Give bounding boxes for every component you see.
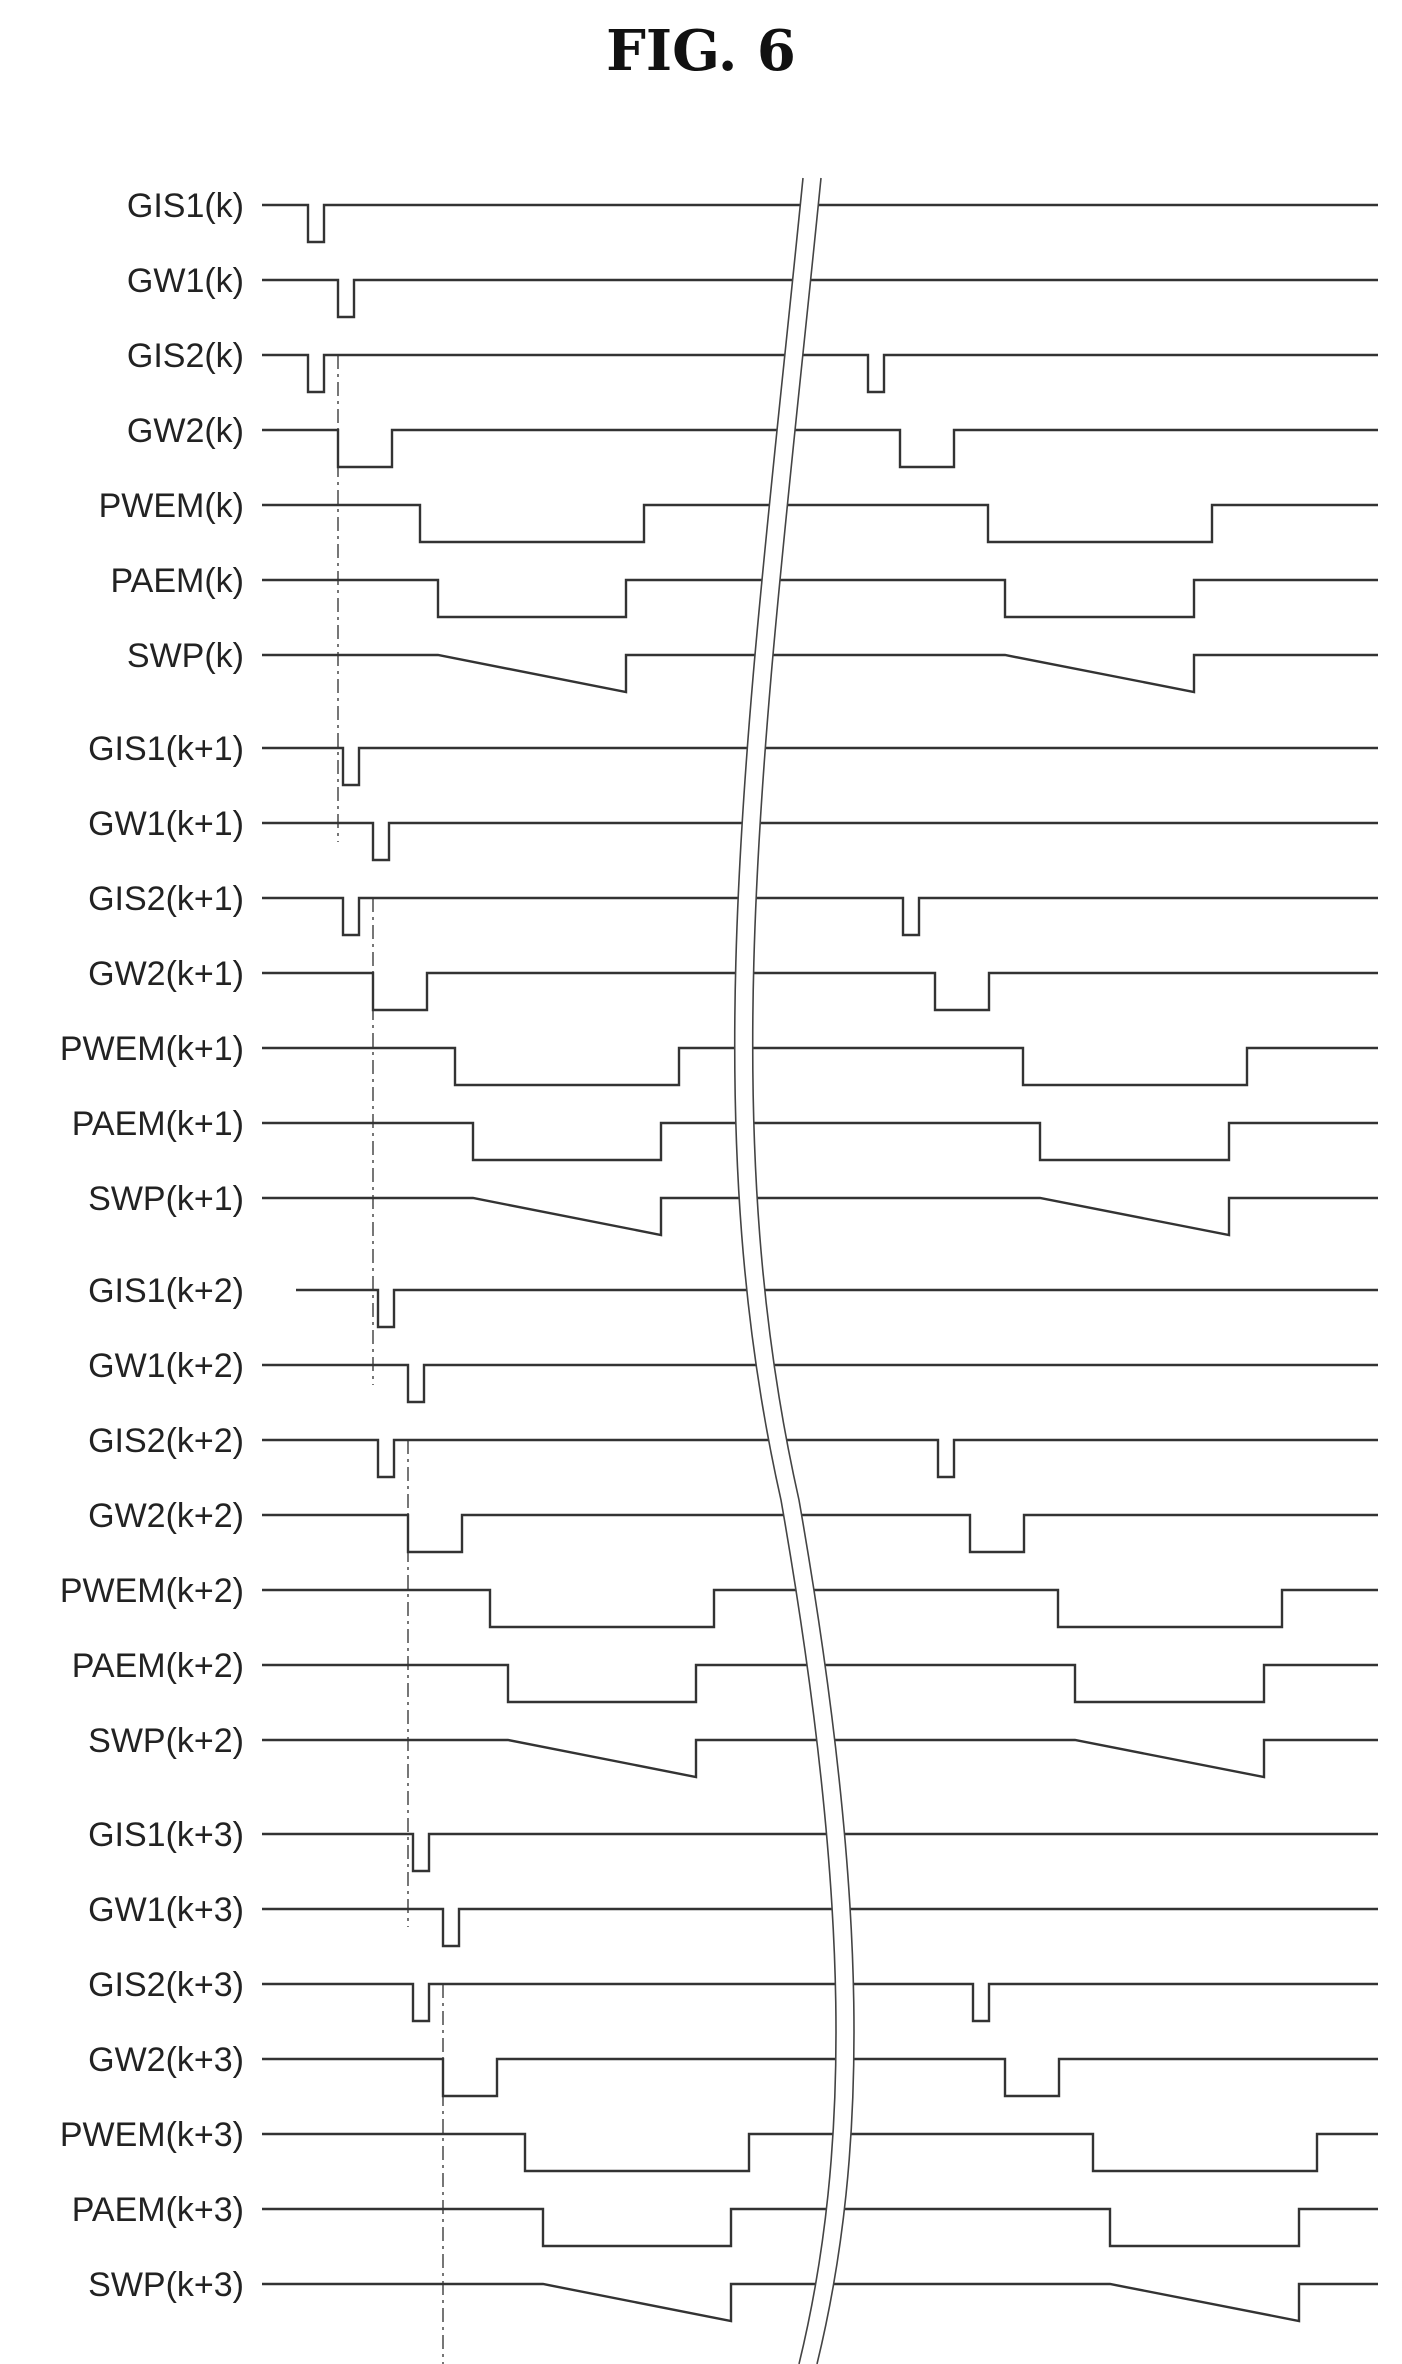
signal-label: GW2(k+2) — [88, 1497, 244, 1535]
time-break-gap — [734, 177, 854, 2364]
time-break-line — [751, 177, 855, 2364]
signal-label: GIS1(k+1) — [88, 730, 244, 768]
waveform-pwem-k-1- — [262, 1046, 1378, 1087]
waveform-swp-k- — [262, 653, 1378, 694]
signal-label: PWEM(k+1) — [60, 1030, 244, 1068]
waveform-paem-k- — [262, 578, 1378, 619]
signal-label: SWP(k+2) — [88, 1722, 244, 1760]
signal-label: PWEM(k) — [99, 487, 244, 525]
signal-labels: GIS1(k) GW1(k) GIS2(k) GW2(k) PWEM(k) PAEM(k)… — [60, 187, 244, 2304]
waveform-gw2-k- — [262, 428, 1378, 469]
waveform-gw2-k-1- — [262, 971, 1378, 1012]
waveform-gis2-k-3- — [262, 1982, 1378, 2023]
signal-label: SWP(k+1) — [88, 1180, 244, 1218]
waveform-gis1-k-3- — [262, 1832, 1378, 1873]
waveform-gw1-k-1- — [262, 821, 1378, 862]
signal-label: GIS1(k+3) — [88, 1816, 244, 1854]
signal-label: GIS2(k+2) — [88, 1422, 244, 1460]
signal-label: PAEM(k) — [111, 562, 244, 600]
waveform-swp-k-1- — [262, 1196, 1378, 1237]
signal-label: PAEM(k+2) — [72, 1647, 244, 1685]
waveform-gw2-k-3- — [262, 2057, 1378, 2098]
vertical-guide-lines — [337, 355, 444, 2364]
waveform-gw2-k-2- — [262, 1513, 1378, 1554]
waveform-traces — [262, 203, 1378, 2323]
waveform-gis1-k-2- — [296, 1288, 1378, 1329]
waveform-paem-k-2- — [262, 1663, 1378, 1704]
time-break-mark — [733, 177, 855, 2364]
signal-label: PWEM(k+3) — [60, 2116, 244, 2154]
waveform-paem-k-3- — [262, 2207, 1378, 2248]
signal-label: SWP(k) — [127, 637, 244, 675]
waveform-gis2-k-2- — [262, 1438, 1378, 1479]
waveform-gis2-k- — [262, 353, 1378, 394]
signal-label: GIS2(k) — [127, 337, 244, 375]
signal-label: GW2(k+1) — [88, 955, 244, 993]
waveform-gis1-k- — [262, 203, 1378, 244]
waveform-gw1-k- — [262, 278, 1378, 319]
figure-title: FIG. 6 — [606, 18, 796, 84]
signal-label: PAEM(k+3) — [72, 2191, 244, 2229]
signal-label: GW2(k+3) — [88, 2041, 244, 2079]
signal-label: GW1(k+1) — [88, 805, 244, 843]
signal-label: SWP(k+3) — [88, 2266, 244, 2304]
waveform-gw1-k-3- — [262, 1907, 1378, 1948]
signal-label: GIS1(k+2) — [88, 1272, 244, 1310]
waveform-pwem-k- — [262, 503, 1378, 544]
waveform-swp-k-3- — [262, 2282, 1378, 2323]
signal-label: GIS1(k) — [127, 187, 244, 225]
waveform-gis1-k-1- — [262, 746, 1378, 787]
signal-label: GW1(k+2) — [88, 1347, 244, 1385]
signal-label: GIS2(k+1) — [88, 880, 244, 918]
waveform-pwem-k-3- — [262, 2132, 1378, 2173]
signal-label: GIS2(k+3) — [88, 1966, 244, 2004]
waveform-gis2-k-1- — [262, 896, 1378, 937]
waveform-paem-k-1- — [262, 1121, 1378, 1162]
signal-label: PAEM(k+1) — [72, 1105, 244, 1143]
signal-label: GW1(k) — [127, 262, 244, 300]
waveform-pwem-k-2- — [262, 1588, 1378, 1629]
waveform-gw1-k-2- — [262, 1363, 1378, 1404]
signal-label: PWEM(k+2) — [60, 1572, 244, 1610]
signal-label: GW2(k) — [127, 412, 244, 450]
waveform-swp-k-2- — [262, 1738, 1378, 1779]
signal-label: GW1(k+3) — [88, 1891, 244, 1929]
time-break-line — [733, 177, 837, 2364]
